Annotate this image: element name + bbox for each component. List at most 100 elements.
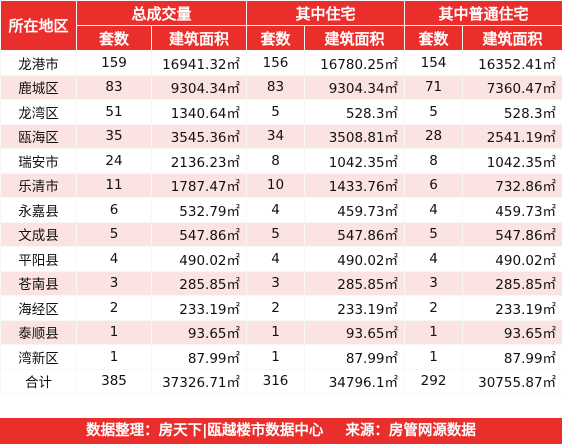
area-column-header: 建筑面积 [462,25,562,51]
residential-area: 233.19㎡ [304,295,406,321]
ordinary-residential-area: 30755.87㎡ [462,368,562,394]
total-units: 1 [76,319,152,345]
region-name: 平阳县 [0,246,77,272]
total-area: 233.19㎡ [150,295,248,321]
total-area: 547.86㎡ [150,221,248,247]
footer-credit: 数据整理：房天下|瓯越楼市数据中心 [86,423,324,439]
table-row: 龙湾区 51 1340.64㎡ 5 528.3㎡ 5 528.3㎡ [0,99,562,125]
residential-units: 2 [246,295,306,321]
total-units: 5 [76,221,152,247]
total-units: 83 [76,74,152,100]
total-units: 35 [76,123,152,149]
residential-area: 1042.35㎡ [304,148,406,174]
table-row: 泰顺县 1 93.65㎡ 1 93.65㎡ 1 93.65㎡ [0,319,562,345]
ordinary-residential-area: 459.73㎡ [462,197,562,223]
total-row: 合计 385 37326.71㎡ 316 34796.1㎡ 292 30755.87㎡ [0,368,562,394]
table-row: 海经区 2 233.19㎡ 2 233.19㎡ 2 233.19㎡ [0,295,562,321]
residential-units: 8 [246,148,306,174]
ordinary-residential-units: 292 [404,368,464,394]
region-name: 文成县 [0,221,77,247]
footer-source: 来源：房管网源数据 [345,423,476,439]
group-header-ordinary-residential: 其中普通住宅 [404,0,562,26]
ordinary-residential-units: 3 [404,270,464,296]
ordinary-residential-units: 2 [404,295,464,321]
total-units: 159 [76,50,152,76]
ordinary-residential-units: 4 [404,246,464,272]
total-area: 1787.47㎡ [150,172,248,198]
table-row: 乐清市 11 1787.47㎡ 10 1433.76㎡ 6 732.86㎡ [0,172,562,198]
residential-area: 547.86㎡ [304,221,406,247]
total-area: 93.65㎡ [150,319,248,345]
ordinary-residential-units: 154 [404,50,464,76]
table-row: 湾新区 1 87.99㎡ 1 87.99㎡ 1 87.99㎡ [0,344,562,370]
transaction-table: 所在地区 总成交量 其中住宅 其中普通住宅 套数 建筑面积 套数 建筑面积 套数… [0,0,562,394]
total-units: 51 [76,99,152,125]
residential-area: 459.73㎡ [304,197,406,223]
region-name: 龙湾区 [0,99,77,125]
total-area: 285.85㎡ [150,270,248,296]
residential-units: 83 [246,74,306,100]
ordinary-residential-area: 93.65㎡ [462,319,562,345]
ordinary-residential-units: 71 [404,74,464,100]
residential-units: 4 [246,246,306,272]
residential-units: 1 [246,319,306,345]
ordinary-residential-area: 2541.19㎡ [462,123,562,149]
region-name: 瓯海区 [0,123,77,149]
residential-area: 528.3㎡ [304,99,406,125]
total-area: 3545.36㎡ [150,123,248,149]
ordinary-residential-units: 5 [404,221,464,247]
total-units: 1 [76,344,152,370]
ordinary-residential-units: 8 [404,148,464,174]
ordinary-residential-area: 528.3㎡ [462,99,562,125]
ordinary-residential-units: 28 [404,123,464,149]
residential-area: 490.02㎡ [304,246,406,272]
total-units: 6 [76,197,152,223]
total-area: 37326.71㎡ [150,368,248,394]
region-name: 苍南县 [0,270,77,296]
table-row: 瓯海区 35 3545.36㎡ 34 3508.81㎡ 28 2541.19㎡ [0,123,562,149]
region-name: 鹿城区 [0,74,77,100]
table-row: 瑞安市 24 2136.23㎡ 8 1042.35㎡ 8 1042.35㎡ [0,148,562,174]
ordinary-residential-area: 87.99㎡ [462,344,562,370]
group-header-total: 总成交量 [75,0,248,26]
ordinary-residential-units: 5 [404,99,464,125]
total-units: 24 [76,148,152,174]
table-row: 文成县 5 547.86㎡ 5 547.86㎡ 5 547.86㎡ [0,221,562,247]
total-area: 532.79㎡ [150,197,248,223]
ordinary-residential-area: 490.02㎡ [462,246,562,272]
ordinary-residential-area: 16352.41㎡ [462,50,562,76]
total-units: 3 [76,270,152,296]
region-name: 海经区 [0,295,77,321]
total-area: 87.99㎡ [150,344,248,370]
units-column-header: 套数 [404,25,464,51]
residential-units: 1 [246,344,306,370]
total-units: 4 [76,246,152,272]
residential-area: 16780.25㎡ [304,50,406,76]
region-name: 瑞安市 [0,148,77,174]
residential-area: 93.65㎡ [304,319,406,345]
region-name: 永嘉县 [0,197,77,223]
residential-units: 316 [246,368,306,394]
table-row: 鹿城区 83 9304.34㎡ 83 9304.34㎡ 71 7360.47㎡ [0,74,562,100]
region-name: 湾新区 [0,344,77,370]
residential-area: 285.85㎡ [304,270,406,296]
ordinary-residential-area: 732.86㎡ [462,172,562,198]
ordinary-residential-units: 4 [404,197,464,223]
region-name: 龙港市 [0,50,77,76]
source-footer: 数据整理：房天下|瓯越楼市数据中心 来源：房管网源数据 [0,418,562,444]
residential-area: 3508.81㎡ [304,123,406,149]
ordinary-residential-units: 1 [404,319,464,345]
residential-units: 3 [246,270,306,296]
residential-units: 156 [246,50,306,76]
total-units: 11 [76,172,152,198]
ordinary-residential-units: 1 [404,344,464,370]
table-row: 龙港市 159 16941.32㎡ 156 16780.25㎡ 154 16352.41㎡ [0,50,562,76]
total-area: 490.02㎡ [150,246,248,272]
ordinary-residential-area: 233.19㎡ [462,295,562,321]
ordinary-residential-area: 285.85㎡ [462,270,562,296]
region-name: 合计 [0,368,77,394]
residential-units: 10 [246,172,306,198]
group-header-residential: 其中住宅 [246,0,406,26]
